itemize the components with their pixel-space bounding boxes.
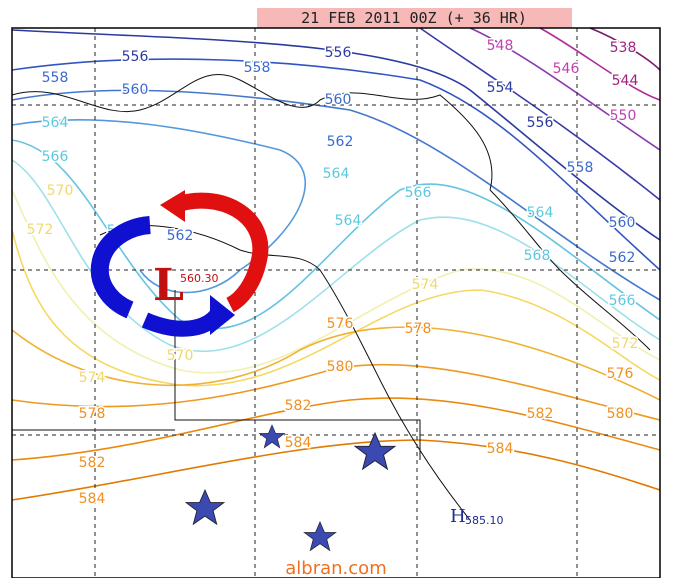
header-title: 21 FEB 2011 00Z (+ 36 HR)	[301, 9, 527, 27]
contour-label: 562	[609, 250, 636, 266]
arrowhead	[160, 190, 185, 222]
high-symbol: H	[450, 506, 466, 527]
contour	[11, 89, 661, 301]
arrow	[90, 216, 151, 319]
contour	[11, 397, 661, 461]
contour-label: 562	[167, 228, 194, 244]
contour-label: 578	[79, 406, 106, 422]
contour-label: 564	[527, 205, 554, 221]
contour-labels: 556 556 558 558 560 560 564 562 566 564 570 566 572 5…	[25, 37, 640, 509]
contour-label: 566	[405, 185, 432, 201]
contour-label: 584	[285, 435, 312, 451]
contour-label: 562	[327, 134, 354, 150]
contour-label: 546	[553, 61, 580, 77]
contour-label: 556	[527, 115, 554, 131]
contour-label: 582	[79, 455, 106, 471]
contour-label: 578	[405, 321, 432, 337]
star	[353, 431, 397, 471]
low-value: 560.30	[180, 272, 219, 285]
contour	[11, 139, 661, 330]
contour	[11, 363, 661, 421]
contour-label: 574	[412, 277, 439, 293]
star	[303, 521, 337, 552]
contour-label: 584	[79, 491, 106, 507]
border	[12, 290, 421, 460]
contour-label: 566	[42, 149, 69, 165]
header-box	[257, 8, 572, 28]
contour-label: 538	[610, 40, 637, 56]
contour-label: 558	[244, 60, 271, 76]
contour-label: 550	[610, 108, 637, 124]
contour	[469, 27, 661, 151]
star	[184, 488, 226, 526]
star	[258, 424, 286, 449]
contour-label: 574	[79, 370, 106, 386]
graticule	[12, 28, 660, 578]
contour	[11, 118, 307, 294]
contour-label: 582	[527, 406, 554, 422]
contour-label: 544	[612, 73, 639, 89]
contour-label: 564	[42, 115, 69, 131]
contour-label: 564	[323, 166, 350, 182]
contour-label: 568	[524, 248, 551, 264]
contour	[11, 326, 661, 401]
arrowhead	[210, 295, 235, 335]
high-value: 585.10	[465, 514, 504, 527]
contour-label: 560	[325, 92, 352, 108]
contour	[419, 27, 661, 201]
watermark: albran.com	[285, 558, 386, 578]
contour-label: 576	[607, 366, 634, 382]
contour-label: 548	[487, 38, 514, 54]
contour	[11, 159, 661, 352]
contour-label: 566	[609, 293, 636, 309]
contour-label: 560	[609, 215, 636, 231]
contour-label: 572	[612, 336, 639, 352]
contour	[589, 27, 661, 71]
contour-label: 556	[122, 49, 149, 65]
contour-label: 570	[167, 348, 194, 364]
contour-label: 554	[487, 80, 514, 96]
contour-label: 582	[285, 398, 312, 414]
contour	[11, 439, 661, 501]
stars	[184, 424, 397, 552]
contour	[11, 189, 661, 374]
coastline	[11, 74, 493, 191]
contours	[11, 27, 661, 501]
contour-label: 556	[325, 45, 352, 61]
rotation-arrows	[90, 190, 269, 337]
contour-label: 558	[42, 70, 69, 86]
contour-label: 576	[327, 316, 354, 332]
contour-label: 558	[567, 160, 594, 176]
contour-label: 570	[47, 183, 74, 199]
contour-label: 580	[607, 406, 634, 422]
contour	[11, 58, 661, 271]
arrow	[172, 192, 269, 313]
contour	[539, 27, 661, 101]
contour-label: 564	[335, 213, 362, 229]
contour	[11, 229, 661, 387]
contour	[11, 29, 661, 241]
contour-label: 572	[27, 222, 54, 238]
map-frame	[11, 27, 661, 578]
coastline	[99, 225, 471, 521]
contour-label: 584	[487, 441, 514, 457]
low-symbol: L	[153, 260, 184, 311]
contour-label: 580	[327, 359, 354, 375]
contour-label: 560	[122, 82, 149, 98]
